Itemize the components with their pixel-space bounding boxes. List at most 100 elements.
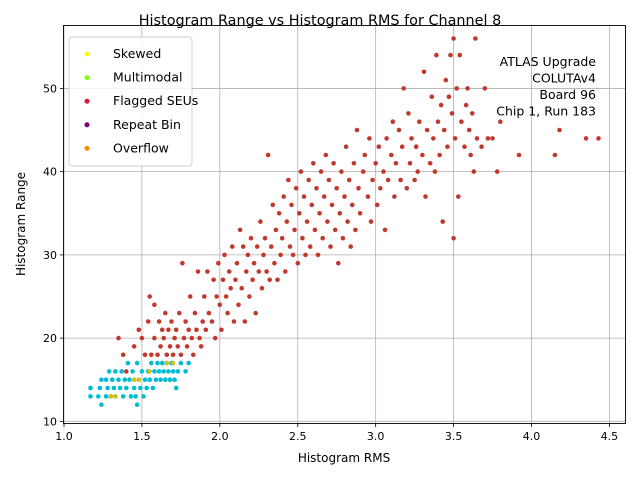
data-point — [231, 319, 237, 324]
data-point — [262, 235, 268, 241]
data-point — [360, 169, 366, 174]
data-point — [120, 352, 126, 358]
data-point — [345, 219, 350, 224]
data-point — [424, 127, 430, 133]
data-point — [166, 327, 171, 333]
data-point — [202, 294, 207, 299]
data-point — [401, 86, 407, 91]
data-point — [251, 260, 257, 266]
data-point — [446, 94, 452, 99]
data-point — [173, 327, 179, 333]
data-point — [385, 177, 391, 183]
x-tick-label: 3.0 — [367, 430, 385, 443]
data-point — [217, 302, 223, 308]
data-point — [306, 177, 312, 183]
data-point — [293, 186, 299, 191]
data-point — [219, 327, 224, 333]
data-point — [314, 186, 319, 191]
data-point — [261, 252, 266, 258]
data-point — [110, 377, 115, 383]
data-point — [253, 310, 258, 316]
data-point — [278, 252, 283, 258]
data-point — [247, 294, 252, 299]
data-point — [172, 377, 177, 383]
data-point — [409, 136, 414, 141]
data-point — [348, 244, 354, 249]
data-point — [147, 377, 152, 383]
data-point — [459, 119, 464, 124]
data-point — [187, 294, 193, 299]
data-point — [169, 319, 174, 324]
data-point — [88, 385, 93, 391]
y-tick-label: 40 — [43, 166, 57, 179]
data-point — [183, 319, 188, 324]
data-point — [315, 252, 321, 258]
legend-marker — [84, 145, 90, 151]
data-point — [479, 144, 484, 149]
data-point — [131, 385, 137, 391]
data-point — [150, 385, 156, 391]
data-point — [124, 369, 129, 374]
plot-frame — [63, 25, 626, 424]
data-point — [156, 369, 162, 374]
data-point — [127, 377, 132, 383]
data-point — [105, 385, 110, 391]
data-point — [175, 344, 181, 349]
data-point — [331, 161, 336, 166]
data-point — [240, 244, 246, 249]
data-point — [236, 302, 241, 308]
data-point — [482, 86, 488, 91]
data-point — [242, 319, 248, 324]
data-point — [222, 252, 227, 258]
data-point — [494, 169, 500, 174]
data-point — [452, 136, 458, 141]
data-point — [334, 186, 340, 191]
data-point — [276, 211, 282, 216]
data-point — [149, 360, 154, 366]
legend-label: Multimodal — [113, 70, 182, 85]
data-point — [111, 385, 117, 391]
legend-marker — [84, 51, 90, 57]
data-point — [212, 335, 218, 341]
data-point — [106, 369, 112, 374]
data-point — [198, 344, 204, 349]
data-point — [119, 369, 124, 374]
data-point — [145, 319, 151, 324]
annotation-line: COLUTAv4 — [532, 71, 596, 86]
data-point — [332, 227, 338, 233]
data-point — [311, 161, 316, 166]
data-point — [259, 285, 265, 291]
data-point — [404, 186, 410, 191]
data-point — [429, 94, 435, 99]
data-point — [353, 227, 358, 233]
y-tick-label: 20 — [43, 332, 57, 345]
data-point — [237, 227, 243, 233]
data-point — [133, 394, 138, 399]
data-point — [337, 211, 343, 216]
data-point — [206, 310, 212, 316]
data-point — [186, 360, 191, 366]
data-point — [336, 260, 341, 266]
data-point — [244, 269, 249, 274]
data-point — [96, 394, 101, 399]
data-point — [297, 211, 302, 216]
data-point — [441, 127, 447, 133]
data-point — [596, 136, 601, 141]
data-point — [152, 302, 157, 308]
data-point — [226, 269, 232, 274]
data-point — [370, 177, 375, 183]
y-axis-label: Histogram Range — [14, 172, 28, 276]
data-point — [234, 260, 240, 266]
data-point — [281, 194, 287, 199]
data-point — [170, 352, 176, 358]
legend-box — [68, 36, 193, 167]
data-point — [304, 219, 310, 224]
data-point — [357, 211, 363, 216]
data-point — [124, 385, 129, 391]
data-point — [340, 235, 346, 241]
data-point — [256, 269, 262, 274]
annotation-line: Chip 1, Run 183 — [496, 104, 596, 119]
data-point — [376, 144, 382, 149]
data-point — [248, 235, 254, 241]
